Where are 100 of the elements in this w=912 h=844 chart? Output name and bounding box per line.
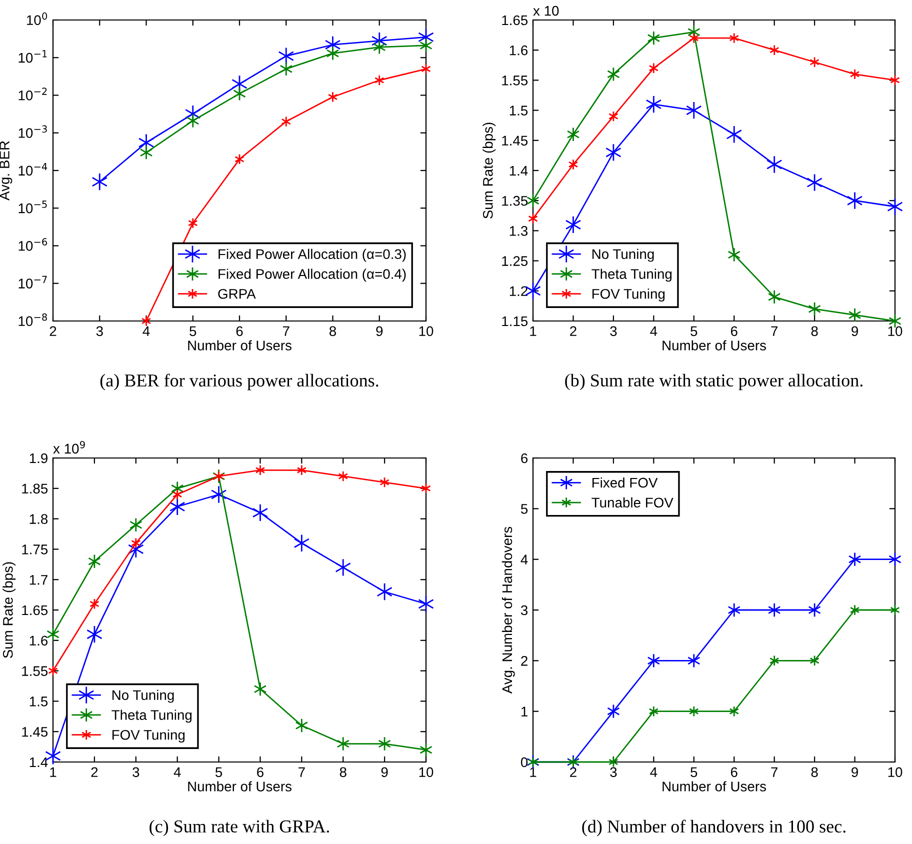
x-tick-label: 9 bbox=[381, 767, 388, 778]
x-tick-label: 5 bbox=[190, 326, 196, 336]
x-tick-label: 10 bbox=[888, 326, 902, 336]
y-tick-label: 1.2 bbox=[510, 286, 528, 296]
text: (b) Sum rate with static power allocation. bbox=[565, 374, 862, 390]
y-tick-label: 5 bbox=[520, 504, 528, 514]
y-tick-label: 10$^{−3}$ bbox=[18, 125, 47, 138]
x-tick-label: 6 bbox=[730, 767, 738, 778]
y-tick-label: 1.55 bbox=[502, 76, 528, 86]
x-tick-label: 8 bbox=[811, 326, 818, 336]
x-tick-label: 7 bbox=[298, 767, 305, 777]
y-tick-label: 10$^{0}$ bbox=[26, 12, 48, 26]
y-tick-label: 1.5 bbox=[510, 106, 528, 116]
x-tick-label: 3 bbox=[132, 767, 140, 778]
y-tick-label: 10$^{−2}$ bbox=[18, 88, 47, 100]
y-tick-label: 1.3 bbox=[510, 226, 528, 236]
text: x 10$^{9}$ bbox=[53, 440, 85, 454]
x-tick-label: 6 bbox=[236, 326, 243, 336]
y-tick-label: 4 bbox=[520, 554, 528, 564]
y-tick-label: 1.4 bbox=[30, 757, 48, 768]
x-tick-label: 2 bbox=[91, 767, 98, 777]
x-tick-label: 2 bbox=[570, 326, 576, 336]
y-tick-label: 10$^{−1}$ bbox=[18, 50, 47, 63]
y-tick-label: 1.4 bbox=[510, 166, 528, 176]
x-tick-label: 1 bbox=[530, 767, 536, 777]
x-tick-label: 7 bbox=[771, 326, 778, 336]
legend-label: Tunable FOV bbox=[592, 497, 674, 508]
y-tick-label: 1.65 bbox=[22, 605, 48, 616]
text: (a) BER for various power allocations. bbox=[100, 374, 378, 390]
y-tick-label: 1.7 bbox=[30, 575, 48, 585]
x-tick-label: 9 bbox=[852, 767, 858, 778]
x-tick-label: 3 bbox=[610, 767, 617, 778]
text: (d) Number of handovers in 100 sec. bbox=[582, 820, 846, 836]
y-tick-label: 1.45 bbox=[22, 727, 48, 737]
y-tick-label: 10$^{−5}$ bbox=[18, 200, 47, 214]
x-tick-label: 8 bbox=[329, 326, 336, 336]
y-tick-label: 1.15 bbox=[502, 316, 528, 326]
x-tick-label: 3 bbox=[96, 326, 103, 336]
y-tick-label: 1.85 bbox=[22, 484, 48, 494]
x-tick-label: 4 bbox=[174, 767, 181, 777]
x-tick-label: 10 bbox=[888, 767, 902, 778]
x-axis-title: Number of Users bbox=[662, 340, 766, 350]
legend-label: Fixed Power Allocation (α=0.4) bbox=[218, 268, 406, 282]
legend-label: Theta Tuning bbox=[112, 710, 192, 723]
y-tick-label: 1.9 bbox=[30, 453, 48, 464]
x-tick-label: 2 bbox=[570, 767, 576, 777]
legend-label: No Tuning bbox=[592, 248, 654, 262]
legend-label: Fixed FOV bbox=[592, 477, 658, 488]
legend-label: FOV Tuning bbox=[112, 730, 185, 743]
x-tick-label: 5 bbox=[690, 326, 698, 336]
x-tick-label: 5 bbox=[690, 767, 698, 778]
x-tick-label: 10 bbox=[419, 767, 434, 778]
x-tick-label: 9 bbox=[376, 326, 383, 336]
x-tick-label: 6 bbox=[730, 326, 738, 336]
y-tick-label: 2 bbox=[521, 656, 528, 666]
x-tick-label: 7 bbox=[771, 767, 778, 777]
y-tick-label: 1.25 bbox=[502, 256, 528, 266]
y-tick-label: 10$^{−6}$ bbox=[18, 238, 48, 251]
x-axis-title: Number of Users bbox=[662, 781, 766, 792]
x-tick-label: 3 bbox=[610, 326, 617, 336]
y-tick-label: 10$^{−8}$ bbox=[18, 313, 47, 326]
x-tick-label: 4 bbox=[650, 767, 658, 777]
x-tick-label: 5 bbox=[215, 767, 222, 778]
x-tick-label: 8 bbox=[811, 767, 818, 778]
y-tick-label: 1.6 bbox=[510, 45, 528, 56]
legend-label: FOV Tuning bbox=[592, 288, 665, 302]
y-tick-label: 6 bbox=[521, 453, 528, 464]
x-tick-label: 9 bbox=[852, 326, 858, 336]
x-tick-label: 10 bbox=[419, 326, 434, 336]
y-axis-title: Sum Rate (bps) bbox=[482, 122, 496, 218]
y-axis-title: Sum Rate (bps) bbox=[2, 562, 16, 658]
y-tick-label: 1.35 bbox=[502, 196, 528, 206]
x-tick-label: 2 bbox=[50, 326, 56, 336]
x-tick-label: 6 bbox=[257, 767, 264, 778]
y-tick-label: 1.55 bbox=[22, 666, 48, 676]
y-tick-label: 1.6 bbox=[30, 636, 48, 646]
y-tick-label: 0 bbox=[520, 757, 528, 768]
y-tick-label: 1.45 bbox=[502, 136, 528, 146]
y-axis-title: Avg. BER bbox=[0, 141, 12, 200]
text: (c) Sum rate with GRPA. bbox=[150, 820, 330, 836]
x-tick-label: 1 bbox=[530, 326, 536, 336]
y-tick-label: 1.75 bbox=[22, 544, 48, 554]
y-tick-label: 1.8 bbox=[30, 514, 48, 524]
y-tick-label: 10$^{−7}$ bbox=[18, 276, 47, 288]
y-tick-label: 1.5 bbox=[30, 696, 48, 706]
x-axis-title: Number of Users bbox=[188, 340, 292, 350]
x-axis-title: Number of Users bbox=[188, 781, 292, 792]
x-tick-label: 7 bbox=[282, 326, 290, 336]
y-tick-label: 10$^{−4}$ bbox=[18, 163, 48, 176]
legend-label: Fixed Power Allocation (α=0.3) bbox=[218, 248, 406, 262]
y-tick-label: 1 bbox=[521, 706, 528, 716]
legend-label: GRPA bbox=[218, 288, 256, 299]
x-tick-label: 4 bbox=[142, 326, 150, 336]
legend-label: Theta Tuning bbox=[592, 268, 672, 282]
legend-label: No Tuning bbox=[112, 690, 174, 703]
y-tick-label: 1.65 bbox=[502, 15, 528, 26]
y-tick-label: 3 bbox=[520, 605, 528, 616]
x-tick-label: 4 bbox=[650, 326, 658, 336]
x-tick-label: 1 bbox=[50, 767, 56, 777]
text: x 10 bbox=[533, 6, 559, 16]
